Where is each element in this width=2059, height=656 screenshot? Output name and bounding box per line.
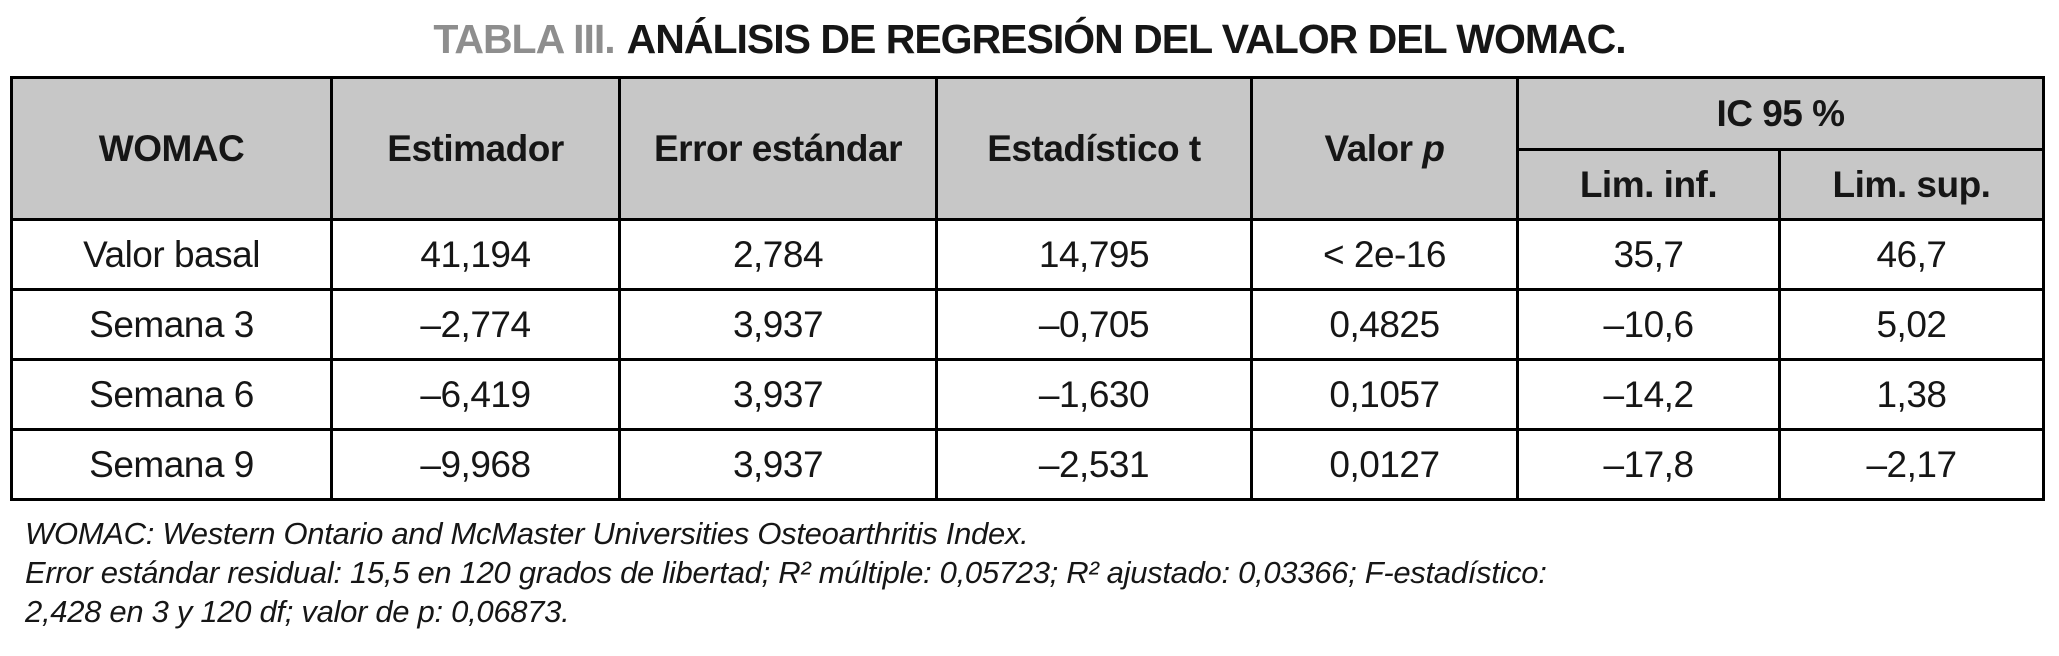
cell-lim-sup: –2,17 xyxy=(1778,428,2045,501)
footnote-line: WOMAC: Western Ontario and McMaster Univ… xyxy=(25,516,1029,551)
cell-row-label: Semana 9 xyxy=(10,428,333,501)
cell-estimador: –2,774 xyxy=(330,288,621,361)
col-header-valor-p: Valor p xyxy=(1250,76,1519,221)
cell-valor-p: 0,4825 xyxy=(1250,288,1519,361)
col-header-lim-inf: Lim. inf. xyxy=(1516,148,1781,221)
table-body: Valor basal 41,194 2,784 14,795 < 2e-16 … xyxy=(10,218,2045,501)
cell-estadistico-t: 14,795 xyxy=(935,218,1253,291)
cell-row-label: Semana 6 xyxy=(10,358,333,431)
cell-estimador: –6,419 xyxy=(330,358,621,431)
header-row-top: WOMAC Estimador Error estándar Estadísti… xyxy=(10,76,2045,221)
cell-estadistico-t: –0,705 xyxy=(935,288,1253,361)
footnote-line: Error estándar residual: 15,5 en 120 gra… xyxy=(25,555,1547,590)
cell-estadistico-t: –1,630 xyxy=(935,358,1253,431)
cell-error-estandar: 3,937 xyxy=(618,428,938,501)
cell-lim-inf: –14,2 xyxy=(1516,358,1781,431)
col-header-ic95: IC 95 % xyxy=(1516,76,2045,151)
cell-valor-p: 0,1057 xyxy=(1250,358,1519,431)
cell-error-estandar: 3,937 xyxy=(618,358,938,431)
regression-table: WOMAC Estimador Error estándar Estadísti… xyxy=(10,76,2045,501)
table-caption-text: ANÁLISIS DE REGRESIÓN DEL VALOR DEL WOMA… xyxy=(626,16,1627,62)
cell-lim-inf: –17,8 xyxy=(1516,428,1781,501)
table-row: Valor basal 41,194 2,784 14,795 < 2e-16 … xyxy=(10,218,2045,291)
cell-lim-sup: 46,7 xyxy=(1778,218,2045,291)
table-caption-number: TABLA III. xyxy=(433,16,615,62)
col-header-estimador: Estimador xyxy=(330,76,621,221)
cell-lim-inf: 35,7 xyxy=(1516,218,1781,291)
cell-row-label: Semana 3 xyxy=(10,288,333,361)
cell-row-label: Valor basal xyxy=(10,218,333,291)
cell-valor-p: 0,0127 xyxy=(1250,428,1519,501)
cell-lim-sup: 5,02 xyxy=(1778,288,2045,361)
cell-lim-inf: –10,6 xyxy=(1516,288,1781,361)
col-header-error-estandar: Error estándar xyxy=(618,76,938,221)
table-caption: TABLA III. ANÁLISIS DE REGRESIÓN DEL VALO… xyxy=(0,16,2059,63)
col-header-womac: WOMAC xyxy=(10,76,333,221)
table-footnotes: WOMAC: Western Ontario and McMaster Univ… xyxy=(25,514,2059,631)
footnote-line: 2,428 en 3 y 120 df; valor de p: 0,06873… xyxy=(25,594,570,629)
cell-valor-p: < 2e-16 xyxy=(1250,218,1519,291)
table-header: WOMAC Estimador Error estándar Estadísti… xyxy=(10,76,2045,221)
cell-error-estandar: 2,784 xyxy=(618,218,938,291)
valor-p-symbol: p xyxy=(1422,127,1445,169)
table-row: Semana 9 –9,968 3,937 –2,531 0,0127 –17,… xyxy=(10,428,2045,501)
cell-estimador: –9,968 xyxy=(330,428,621,501)
cell-estimador: 41,194 xyxy=(330,218,621,291)
table-row: Semana 3 –2,774 3,937 –0,705 0,4825 –10,… xyxy=(10,288,2045,361)
cell-estadistico-t: –2,531 xyxy=(935,428,1253,501)
col-header-lim-sup: Lim. sup. xyxy=(1778,148,2045,221)
header-row-sub: Lim. inf. Lim. sup. xyxy=(12,148,2045,221)
col-header-estadistico-t: Estadístico t xyxy=(935,76,1253,221)
cell-lim-sup: 1,38 xyxy=(1778,358,2045,431)
valor-p-label: Valor xyxy=(1324,127,1414,169)
table-row: Semana 6 –6,419 3,937 –1,630 0,1057 –14,… xyxy=(10,358,2045,431)
cell-error-estandar: 3,937 xyxy=(618,288,938,361)
